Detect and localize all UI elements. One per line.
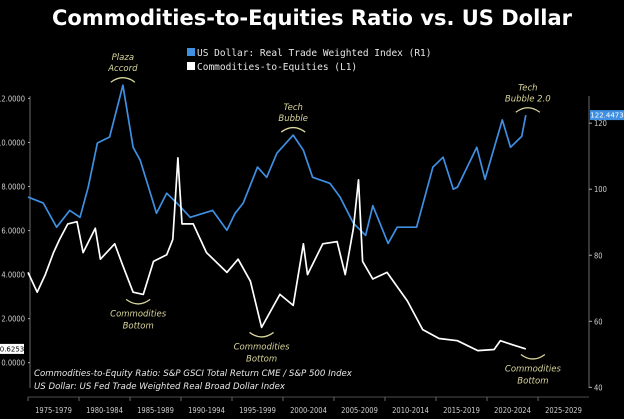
x-tick-label: 1975-1979 (35, 406, 72, 415)
commodities-equities-line (27, 157, 527, 352)
x-tick-label: 2025-2029 (545, 406, 582, 415)
x-tick-label: 2010-2014 (392, 406, 429, 415)
annotation-arc (280, 126, 306, 133)
right-tick-label: 40 (594, 383, 603, 392)
right-tick-label: 80 (594, 251, 603, 260)
last-value-label-usd: 122.4473 (590, 112, 623, 120)
left-tick-label: 0.0000 (1, 359, 25, 368)
annotation-arc (125, 298, 151, 305)
x-tick-label: 1980-1984 (86, 406, 123, 415)
right-tick-label: 60 (594, 317, 603, 326)
left-tick-label: 4.0000 (1, 271, 25, 280)
annotation-label: Plaza (112, 53, 134, 63)
x-tick-label: 2000-2004 (290, 406, 327, 415)
usd-index-line (27, 84, 527, 245)
annotation-label: Tech (283, 103, 302, 113)
annotation-label: Bubble (278, 114, 308, 124)
annotation-label: Bubble 2.0 (505, 94, 551, 104)
annotation-arc (110, 77, 136, 83)
last-value-badge-usd (590, 110, 624, 121)
left-tick-label: 6.0000 (1, 227, 25, 236)
legend-label-ratio: Commodities-to-Equities (L1) (197, 62, 357, 73)
left-tick-label: 2.0000 (1, 315, 25, 324)
x-tick-label: 1995-1999 (239, 406, 276, 415)
left-tick-label: 8.0000 (1, 183, 25, 192)
annotation-label: Bottom (123, 321, 154, 331)
legend-label-usd: US Dollar: Real Trade Weighted Index (R1… (197, 48, 432, 59)
last-value-badge-ratio (0, 343, 24, 354)
footnote-dollar: US Dollar: US Fed Trade Weighted Real Br… (34, 382, 286, 392)
legend-swatch-usd (187, 48, 195, 56)
annotation-label: Commodities (234, 342, 291, 352)
annotation-label: Commodities (110, 309, 167, 319)
chart-title: Commodities-to-Equities Ratio vs. US Dol… (52, 6, 573, 30)
right-tick-label: 120 (594, 119, 607, 128)
annotation-arc (520, 353, 546, 360)
x-tick-label: 1990-1994 (188, 406, 225, 415)
annotation-label: Bottom (517, 376, 548, 386)
x-tick-label: 2020-2024 (494, 406, 531, 415)
last-value-label-ratio: 0.6253 (0, 345, 24, 353)
annotation-arc (249, 331, 274, 338)
left-tick-label: 10.0000 (0, 138, 25, 147)
right-tick-label: 100 (594, 185, 607, 194)
x-tick-label: 1985-1989 (137, 406, 174, 415)
legend-swatch-ratio (187, 62, 195, 70)
annotation-label: Tech (518, 83, 537, 93)
left-tick-label: 12.0000 (0, 94, 25, 103)
annotation-label: Accord (107, 64, 138, 74)
x-tick-label: 2015-2019 (443, 406, 480, 415)
annotation-label: Commodities (505, 364, 562, 374)
footnote-ratio: Commodities-to-Equity Ratio: S&P GSCI To… (34, 369, 353, 379)
legend: US Dollar: Real Trade Weighted Index (R1… (187, 48, 432, 73)
x-tick-label: 2005-2009 (341, 406, 378, 415)
annotation-arc (515, 107, 541, 113)
annotation-label: Bottom (246, 354, 277, 364)
